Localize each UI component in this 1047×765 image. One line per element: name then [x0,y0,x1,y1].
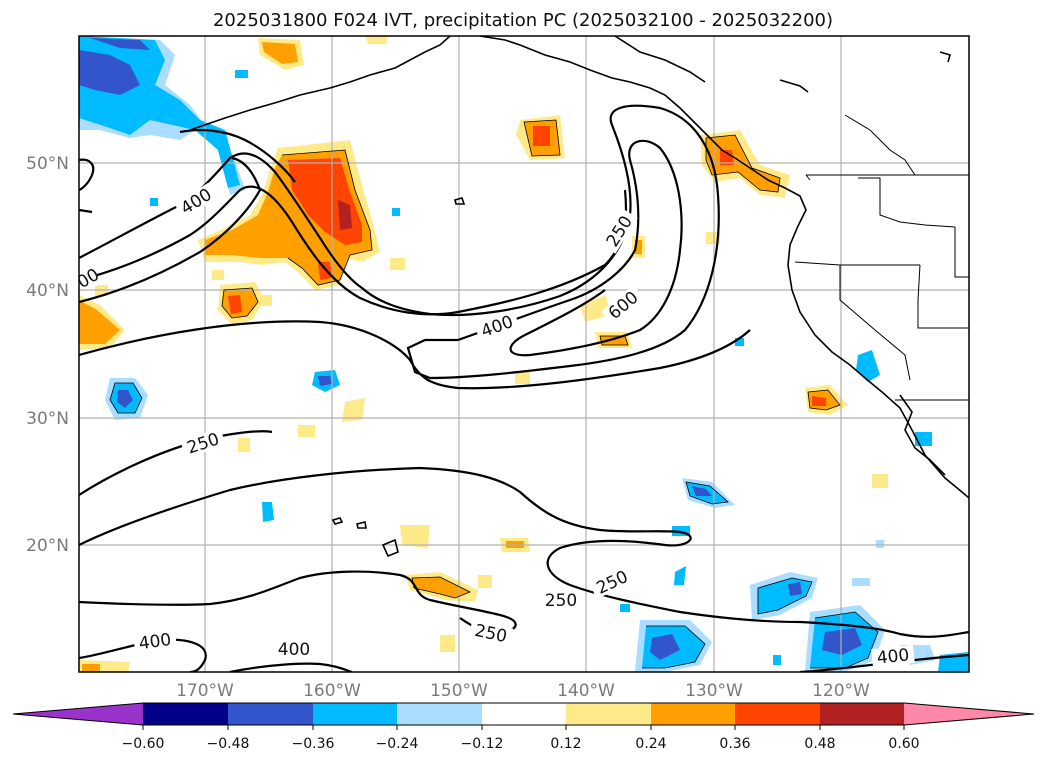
ivt-contours [79,104,969,672]
negative-anomaly-shading [79,36,969,672]
colorbar-tick-label: 0.48 [804,736,835,752]
colorbar-segment [228,703,313,725]
graticule [79,36,969,672]
colorbar-tick-label: −0.12 [461,736,504,752]
latitude-labels: 50°N 40°N 30°N 20°N [26,154,69,556]
colorbar: −0.60 −0.48 −0.36 −0.24 −0.12 0.12 0.24 … [12,702,1035,752]
contour-label: 250 [545,591,577,611]
lat-label: 30°N [26,409,69,429]
lat-label: 40°N [26,281,69,301]
colorbar-extend-high [904,703,1034,725]
political-borders [794,114,969,401]
colorbar-tick-label: −0.24 [376,736,419,752]
colorbar-segment [820,703,904,725]
contour-labels: 400 00 250 400 250 600 250 250 250 400 4… [79,182,915,669]
contour-label: 400 [138,630,173,654]
coastline [189,36,969,558]
colorbar-tick-label: 0.12 [550,736,581,752]
lat-label: 20°N [26,536,69,556]
precip-outlines [109,119,879,669]
lon-label: 150°W [430,681,488,701]
colorbar-segment [313,703,397,725]
colorbar-segment [735,703,820,725]
lat-label: 50°N [26,154,69,174]
map-frame [78,35,970,673]
colorbar-segment [143,703,228,725]
colorbar-segment [397,703,482,725]
lon-label: 120°W [812,681,870,701]
contour-label: 400 [876,645,910,668]
colorbar-tick-label: 0.36 [719,736,750,752]
colorbar-extend-low [13,703,143,725]
colorbar-tick-label: −0.48 [207,736,250,752]
lon-label: 160°W [303,681,361,701]
longitude-labels: 170°W 160°W 150°W 140°W 130°W 120°W [176,681,870,701]
map-title: 2025031800 F024 IVT, precipitation PC (2… [213,10,833,31]
colorbar-tick-label: −0.60 [122,736,165,752]
colorbar-tick-label: 0.24 [635,736,666,752]
colorbar-tick-label: −0.36 [292,736,335,752]
colorbar-tick-label: 0.60 [888,736,919,752]
colorbar-segment [566,703,651,725]
lon-label: 170°W [176,681,234,701]
lon-label: 130°W [685,681,743,701]
colorbar-segment [482,703,566,725]
contour-label: 400 [278,640,310,660]
lon-label: 140°W [557,681,615,701]
colorbar-segment [651,703,735,725]
